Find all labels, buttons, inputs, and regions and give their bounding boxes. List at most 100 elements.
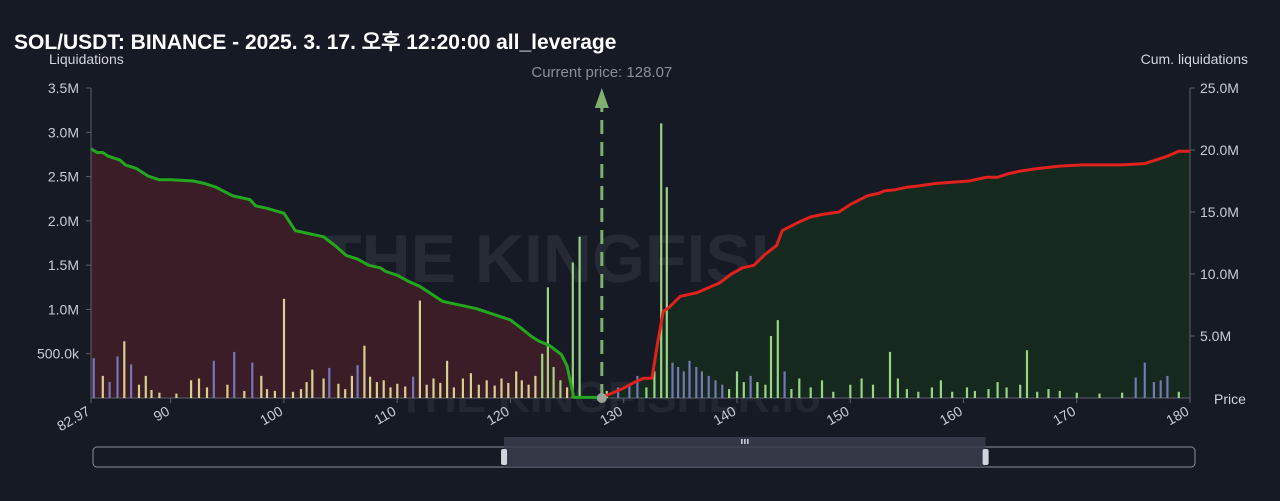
liquidation-bar: [1152, 382, 1155, 398]
liquidation-bar: [849, 384, 852, 398]
long-cumulative-line: [601, 149, 1190, 399]
current-price-arrow-icon: [594, 88, 609, 108]
liquidation-bar: [905, 389, 908, 398]
liquidation-bar: [677, 367, 680, 398]
cumulative-area-fills: [91, 148, 1190, 398]
liquidation-bar: [350, 375, 353, 398]
liquidation-bar: [1019, 384, 1022, 398]
liquidation-bar: [369, 376, 372, 398]
liquidation-bar: [742, 382, 745, 398]
right-tick-label: 10.0M: [1200, 266, 1239, 282]
liquidation-bar: [682, 371, 685, 398]
liquidation-bar: [1177, 391, 1180, 398]
short-cumulative-line: [90, 147, 602, 399]
liquidation-bar: [305, 382, 308, 398]
range-slider[interactable]: [92, 437, 1196, 468]
liquidation-bar: [158, 392, 161, 398]
liquidation-bar: [896, 378, 899, 398]
liquidation-bar: [695, 367, 698, 398]
liquidation-bar: [527, 384, 530, 398]
liquidation-bar: [714, 380, 717, 398]
liquidation-bar: [653, 371, 656, 398]
liquidation-bar: [1159, 380, 1162, 398]
liquidation-bar: [790, 389, 793, 398]
liquidation-bar: [996, 382, 999, 398]
range-slider-grip-icon[interactable]: [741, 439, 749, 444]
liquidation-bar: [764, 384, 767, 398]
liquidation-bar: [328, 367, 331, 398]
liquidation-bar: [756, 382, 759, 398]
liquidation-bar: [671, 362, 674, 398]
liquidation-bar: [311, 369, 314, 398]
x-tick-label: 100: [257, 403, 285, 429]
liquidation-bar: [485, 380, 488, 398]
liquidation-bar: [1025, 350, 1029, 398]
liquidation-bar: [432, 378, 435, 398]
liquidation-bar: [541, 353, 544, 398]
liquidation-bar: [951, 391, 954, 398]
liquidation-bar: [375, 382, 378, 398]
liquidation-bar: [197, 378, 201, 398]
left-tick-label: 2.0M: [48, 213, 79, 229]
liquidation-bar: [123, 341, 126, 398]
liquidation-bar: [356, 365, 359, 398]
left-tick-label: 3.5M: [48, 80, 79, 96]
liquidation-bar: [917, 391, 920, 398]
liquidation-bar: [500, 378, 503, 398]
liquidation-bar: [707, 375, 710, 398]
liquidation-bar: [446, 360, 449, 398]
liquidation-bar: [688, 360, 691, 398]
liquidation-bar: [1047, 389, 1050, 398]
liquidation-bar: [144, 375, 147, 398]
left-tick-label: 3.0M: [48, 124, 79, 140]
liquidation-bar: [108, 382, 111, 398]
liquidation-bar: [396, 383, 399, 398]
x-tick-label: 82.97: [54, 403, 93, 434]
range-slider-grip-mark: [744, 439, 746, 444]
liquidation-bar: [1075, 392, 1078, 398]
right-axis-title: Cum. liquidations: [1140, 51, 1248, 67]
liquidation-bar: [546, 287, 549, 398]
liquidation-bar: [404, 386, 407, 398]
liquidation-bar: [939, 380, 942, 398]
liquidation-bar: [116, 356, 119, 398]
liquidation-bar: [571, 262, 574, 398]
liquidation-bar: [1058, 390, 1061, 398]
liquidation-bar: [973, 390, 976, 398]
range-slider-grip-mark: [741, 439, 743, 444]
range-slider-left-handle[interactable]: [501, 449, 508, 465]
liquidation-bar: [930, 387, 933, 398]
liquidation-bar: [1166, 375, 1169, 398]
x-tick-label: 180: [1163, 403, 1191, 429]
liquidation-bar: [322, 378, 325, 398]
liquidation-bar: [291, 391, 295, 398]
left-tick-label: 500.0k: [37, 346, 80, 362]
x-tick-label: 170: [1050, 403, 1078, 429]
liquidation-bar: [190, 380, 193, 398]
liquidation-bar: [1121, 392, 1124, 398]
liquidation-bar: [337, 383, 340, 398]
liquidation-bar: [965, 387, 969, 398]
x-tick-label: 150: [823, 403, 851, 429]
liquidation-bar: [888, 351, 892, 398]
range-slider-right-handle[interactable]: [982, 449, 989, 465]
liquidation-bar: [769, 336, 773, 398]
liquidation-bar: [226, 384, 229, 398]
liquidation-bar: [660, 123, 663, 399]
liquidation-bar: [721, 384, 724, 398]
liquidation-bar: [101, 375, 104, 398]
liquidation-bar: [735, 371, 739, 398]
right-tick-label: 15.0M: [1200, 204, 1239, 220]
liquidation-bar: [1098, 393, 1101, 398]
liquidation-bar: [1134, 377, 1137, 398]
chart-title: SOL/USDT: BINANCE - 2025. 3. 17. 오후 12:2…: [14, 31, 617, 54]
current-price-label: Current price: 128.07: [531, 64, 672, 81]
liquidation-bar: [92, 358, 95, 398]
current-price-marker: Current price: 128.07: [531, 64, 672, 403]
liquidation-bar: [382, 380, 385, 398]
liquidation-bar: [871, 384, 875, 398]
liquidation-bar: [860, 378, 863, 398]
liquidation-bar: [493, 385, 496, 398]
liquidation-bar: [233, 351, 236, 398]
